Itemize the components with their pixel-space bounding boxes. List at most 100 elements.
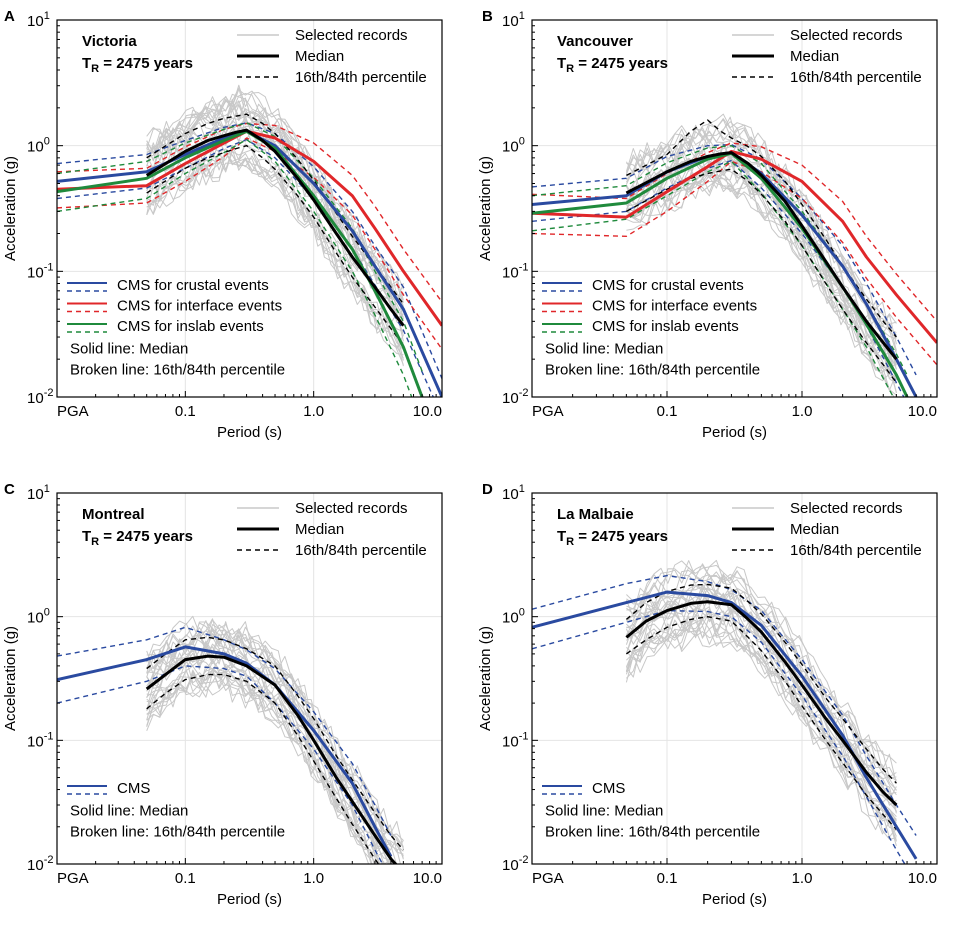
- site-title: Montreal: [82, 506, 145, 523]
- record-trace: [626, 160, 897, 381]
- panel-letter: B: [482, 8, 493, 25]
- x-axis-label: Period (s): [702, 891, 767, 908]
- y-tick-exponent: 1: [44, 483, 50, 495]
- y-tick-exponent: -2: [519, 387, 529, 399]
- legend-bottom-label: CMS for inslab events: [117, 318, 264, 335]
- legend-note: Broken line: 16th/84th percentile: [545, 824, 760, 841]
- record-trace: [146, 98, 404, 301]
- legend-top-label: Selected records: [790, 27, 903, 44]
- return-period-sub: R: [566, 536, 574, 548]
- record-trace: [626, 559, 897, 764]
- legend-top-label: Selected records: [790, 500, 903, 517]
- record-median-line: [625, 151, 898, 361]
- plot-area: [532, 113, 937, 397]
- cms-inslab-median: [532, 151, 909, 397]
- legend-note: Broken line: 16th/84th percentile: [70, 824, 285, 841]
- y-tick-label: 10-1: [27, 261, 53, 281]
- x-tick-label: 10.0: [413, 870, 442, 887]
- y-tick-label: 10-2: [27, 387, 53, 407]
- site-title: Victoria: [82, 33, 137, 50]
- record-trace: [626, 171, 895, 397]
- y-tick-label: 101: [502, 10, 525, 30]
- y-tick-exponent: -2: [519, 854, 529, 866]
- y-tick-label: 101: [502, 483, 525, 503]
- y-tick-exponent: -2: [44, 387, 54, 399]
- record-trace: [146, 667, 375, 864]
- record-trace: [146, 152, 404, 361]
- x-tick-label: 0.1: [657, 403, 678, 420]
- x-tick-label: PGA: [532, 870, 564, 887]
- plot-frame: [531, 492, 938, 865]
- y-tick-label: 10-2: [502, 387, 528, 407]
- x-tick-label: 10.0: [908, 403, 937, 420]
- record-trace: [146, 152, 404, 350]
- record-p16-line: [626, 168, 897, 384]
- record-trace: [146, 152, 404, 365]
- record-trace: [146, 627, 404, 852]
- record-p16-line: [146, 673, 380, 864]
- y-tick-exponent: -2: [44, 854, 54, 866]
- record-p84-line: [626, 119, 897, 338]
- legend-bottom-label: CMS: [592, 780, 625, 797]
- y-tick-label: 100: [502, 607, 525, 627]
- legend-note: Solid line: Median: [545, 341, 663, 358]
- record-trace: [146, 669, 381, 864]
- return-period: TR = 2475 years: [557, 55, 668, 75]
- y-tick-label: 10-1: [27, 730, 53, 750]
- plot-frame: [531, 19, 938, 398]
- return-period-suffix: = 2475 years: [99, 55, 193, 72]
- return-period-prefix: T: [557, 528, 566, 545]
- record-trace: [626, 565, 897, 778]
- x-tick-label: 0.1: [657, 870, 678, 887]
- y-tick-label: 10-1: [502, 730, 528, 750]
- y-tick-exponent: 0: [519, 136, 525, 148]
- plot-area: [57, 615, 404, 864]
- y-tick-exponent: 1: [44, 10, 50, 22]
- x-tick-label: 1.0: [792, 870, 813, 887]
- y-tick-exponent: -1: [44, 730, 54, 742]
- x-axis-label: Period (s): [702, 424, 767, 441]
- y-tick-exponent: -1: [44, 261, 54, 273]
- y-tick-label: 100: [27, 607, 50, 627]
- cms-cms-p16: [57, 665, 384, 864]
- cms-interface-p84: [532, 142, 937, 322]
- record-p84-line: [625, 583, 897, 784]
- cms-cms-median: [532, 590, 918, 860]
- y-tick-label: 10-2: [502, 854, 528, 874]
- return-period: TR = 2475 years: [557, 528, 668, 548]
- record-trace: [626, 174, 897, 377]
- return-period: TR = 2475 years: [82, 528, 193, 548]
- return-period-sub: R: [91, 536, 99, 548]
- y-tick-exponent: -1: [519, 261, 529, 273]
- legend-note: Solid line: Median: [545, 803, 663, 820]
- x-tick-label: PGA: [532, 403, 564, 420]
- record-trace: [146, 621, 404, 858]
- y-tick-label: 101: [27, 10, 50, 30]
- legend-bottom-label: CMS for interface events: [117, 298, 282, 315]
- return-period-prefix: T: [82, 528, 91, 545]
- site-title: La Malbaie: [557, 506, 634, 523]
- plot-area: [57, 84, 442, 397]
- plot-frame: [56, 19, 443, 398]
- legend-bottom-label: CMS for inslab events: [592, 318, 739, 335]
- y-tick-exponent: 0: [44, 136, 50, 148]
- plot-frame: [56, 492, 443, 865]
- legend-note: Broken line: 16th/84th percentile: [545, 362, 760, 379]
- legend-note: Broken line: 16th/84th percentile: [70, 362, 285, 379]
- y-tick-exponent: 0: [519, 607, 525, 619]
- cms-inslab-p84: [532, 144, 908, 376]
- return-period-suffix: = 2475 years: [99, 528, 193, 545]
- cms-crustal-p16: [532, 159, 905, 397]
- cms-interface-p84: [57, 122, 442, 303]
- x-axis-label: Period (s): [217, 424, 282, 441]
- record-trace: [626, 173, 897, 383]
- x-tick-label: PGA: [57, 870, 89, 887]
- record-trace: [146, 669, 375, 864]
- panel-letter: A: [4, 8, 15, 25]
- y-tick-exponent: -1: [519, 730, 529, 742]
- cms-crustal-p84: [532, 143, 917, 376]
